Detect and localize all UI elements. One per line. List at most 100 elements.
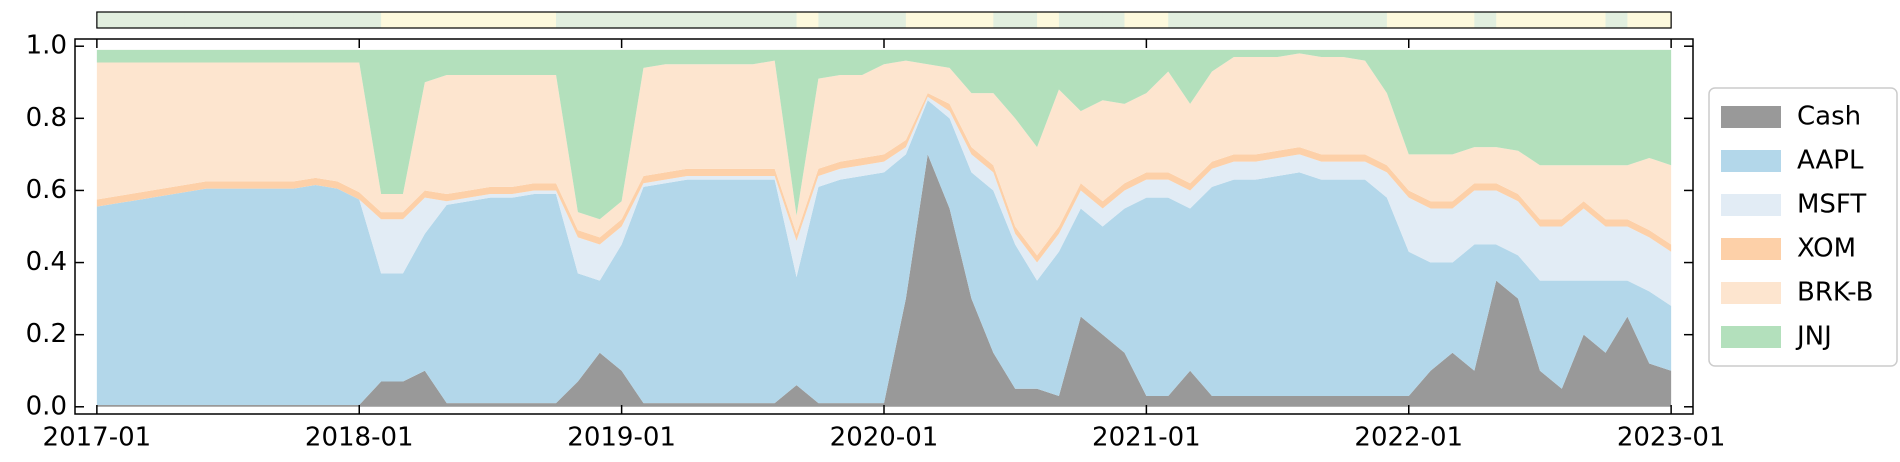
y-tick-label: 0.0 bbox=[26, 391, 67, 421]
legend-label: BRK-B bbox=[1797, 278, 1874, 308]
regime-segment bbox=[796, 12, 819, 28]
regime-segment bbox=[621, 12, 644, 28]
regime-segment bbox=[293, 12, 317, 28]
regime-segment bbox=[315, 12, 338, 28]
x-tick-label: 2018-01 bbox=[305, 423, 414, 453]
legend-swatch bbox=[1721, 326, 1781, 348]
regime-segment bbox=[971, 12, 994, 28]
y-tick-label: 0.8 bbox=[26, 103, 67, 133]
regime-segment bbox=[271, 12, 295, 28]
regime-segment bbox=[1496, 12, 1519, 28]
legend-swatch bbox=[1721, 282, 1781, 304]
regime-segment bbox=[884, 12, 907, 28]
regime-segment bbox=[905, 12, 929, 28]
regime-segment bbox=[228, 12, 251, 28]
regime-segment bbox=[1124, 12, 1147, 28]
regime-segment bbox=[1255, 12, 1279, 28]
regime-segment bbox=[1518, 12, 1541, 28]
regime-segment bbox=[534, 12, 557, 28]
regime-segment bbox=[577, 12, 601, 28]
legend-swatch bbox=[1721, 106, 1781, 128]
x-tick-label: 2019-01 bbox=[567, 423, 676, 453]
regime-segment bbox=[599, 12, 623, 28]
regime-segment bbox=[337, 12, 360, 28]
regime-segment bbox=[1058, 12, 1082, 28]
regime-segment bbox=[1583, 12, 1607, 28]
x-tick-label: 2022-01 bbox=[1354, 423, 1463, 453]
regime-segment bbox=[184, 12, 207, 28]
regime-segment bbox=[862, 12, 885, 28]
area bbox=[96, 100, 1672, 405]
regime-segment bbox=[1605, 12, 1628, 28]
regime-segment bbox=[1037, 12, 1060, 28]
x-tick-label: 2017-01 bbox=[43, 423, 152, 453]
regime-segment bbox=[118, 12, 142, 28]
regime-segment bbox=[140, 12, 163, 28]
regime-segment bbox=[774, 12, 798, 28]
regime-segment bbox=[1211, 12, 1235, 28]
regime-segment bbox=[687, 12, 710, 28]
regime-segment bbox=[1299, 12, 1322, 28]
legend-label: JNJ bbox=[1795, 322, 1832, 352]
regime-segment bbox=[1102, 12, 1126, 28]
regime-segment bbox=[840, 12, 863, 28]
regime-segment bbox=[993, 12, 1016, 28]
x-tick-label: 2021-01 bbox=[1092, 423, 1201, 453]
regime-segment bbox=[162, 12, 185, 28]
area bbox=[96, 154, 1672, 407]
y-tick-label: 0.4 bbox=[26, 247, 67, 277]
regime-segment bbox=[1015, 12, 1038, 28]
x-tick-label: 2023-01 bbox=[1617, 423, 1726, 453]
legend-label: Cash bbox=[1797, 102, 1861, 132]
regime-segment bbox=[1277, 12, 1300, 28]
regime-segment bbox=[1080, 12, 1104, 28]
regime-segment bbox=[1627, 12, 1650, 28]
regime-segment bbox=[446, 12, 470, 28]
regime-segment bbox=[1452, 12, 1475, 28]
regime-segment bbox=[752, 12, 776, 28]
y-tick-label: 0.2 bbox=[26, 319, 67, 349]
regime-segment bbox=[1233, 12, 1257, 28]
regime-segment bbox=[1386, 12, 1410, 28]
regime-segment bbox=[556, 12, 579, 28]
y-tick-label: 0.6 bbox=[26, 175, 67, 205]
regime-segment bbox=[818, 12, 841, 28]
regime-segment bbox=[1365, 12, 1388, 28]
regime-segment bbox=[665, 12, 688, 28]
legend: Cash AAPL MSFT XOM BRK-B JNJ bbox=[1708, 87, 1898, 367]
area bbox=[96, 53, 1672, 256]
regime-segment bbox=[927, 12, 951, 28]
regime-segment bbox=[96, 12, 120, 28]
regime-segment bbox=[490, 12, 513, 28]
regime-segment bbox=[1190, 12, 1213, 28]
legend-swatch bbox=[1721, 238, 1781, 260]
regime-segment bbox=[206, 12, 229, 28]
regime-segment bbox=[709, 12, 732, 28]
regime-segment bbox=[381, 12, 404, 28]
regime-segment bbox=[359, 12, 382, 28]
regime-segment bbox=[1649, 12, 1672, 28]
regime-segment bbox=[468, 12, 491, 28]
regime-segment bbox=[1561, 12, 1585, 28]
regime-frame bbox=[96, 11, 1672, 29]
regime-segment bbox=[249, 12, 273, 28]
legend-swatch bbox=[1721, 150, 1781, 172]
regime-segment bbox=[1408, 12, 1432, 28]
regime-segment bbox=[1343, 12, 1366, 28]
legend-label: MSFT bbox=[1797, 190, 1866, 220]
regime-segment bbox=[949, 12, 972, 28]
regime-segment bbox=[643, 12, 666, 28]
regime-segment bbox=[512, 12, 535, 28]
legend-swatch bbox=[1721, 194, 1781, 216]
regime-segment bbox=[1146, 12, 1169, 28]
regime-segment bbox=[424, 12, 448, 28]
legend-label: XOM bbox=[1797, 234, 1856, 264]
regime-segment bbox=[1321, 12, 1344, 28]
y-tick-label: 1.0 bbox=[26, 31, 67, 61]
regime-segment bbox=[1168, 12, 1191, 28]
regime-segment bbox=[730, 12, 754, 28]
regime-segment bbox=[1474, 12, 1497, 28]
regime-segment bbox=[1430, 12, 1453, 28]
